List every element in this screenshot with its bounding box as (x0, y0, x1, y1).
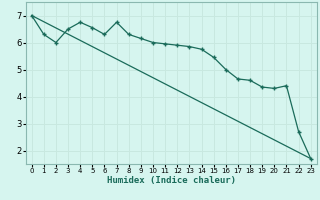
X-axis label: Humidex (Indice chaleur): Humidex (Indice chaleur) (107, 176, 236, 185)
